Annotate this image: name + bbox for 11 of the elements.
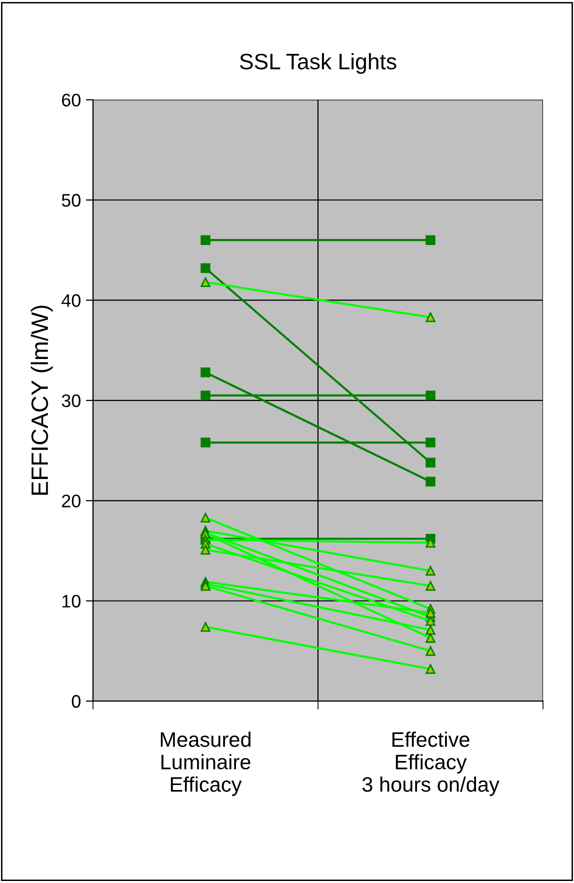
y-tick-label: 50 — [62, 194, 80, 207]
y-axis-title: EFFICACY (lm/W) — [30, 306, 53, 495]
x-tick-label: Measured Luminaire Efficacy — [160, 732, 250, 796]
y-tick-label: 60 — [62, 94, 80, 106]
y-tick-label: 0 — [72, 695, 80, 708]
y-tick-label: 20 — [62, 494, 80, 508]
x-tick-label: Effective Efficacy 3 hours on/day — [362, 732, 500, 796]
y-tick-label: 40 — [62, 294, 80, 307]
y-tick-label: 30 — [62, 394, 80, 408]
y-tick-label: 10 — [62, 594, 80, 608]
chart-title: SSL Task Lights — [240, 53, 396, 74]
